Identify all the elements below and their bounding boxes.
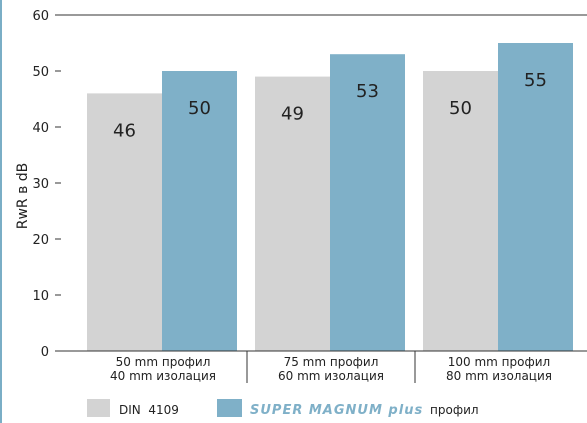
- y-tick-label: 10: [32, 289, 49, 304]
- category-label-line: 40 mm изолация: [110, 369, 216, 383]
- bar-din-1: [255, 76, 330, 351]
- category-label-line: 100 mm профил: [448, 355, 550, 369]
- bar-super-magnum-1: [330, 54, 405, 351]
- y-tick-label: 60: [32, 9, 49, 24]
- legend-brand-name: SUPER MAGNUM plus: [250, 403, 423, 418]
- left-edge-rule: [0, 0, 2, 423]
- legend: DIN 4109 SUPER MAGNUM plus профил: [87, 399, 479, 418]
- category-label-2: 100 mm профил 80 mm изолация: [446, 355, 552, 383]
- legend-swatch-din: [87, 399, 110, 417]
- y-tick-label: 40: [32, 121, 49, 136]
- data-label: 53: [356, 81, 379, 102]
- category-label-line: 50 mm профил: [116, 355, 211, 369]
- legend-swatch-super-magnum: [217, 399, 242, 417]
- category-label-1: 75 mm профил 60 mm изолация: [278, 355, 384, 383]
- bar-din-0: [87, 93, 162, 352]
- legend-label-din: DIN 4109: [119, 403, 179, 417]
- category-label-0: 50 mm профил 40 mm изолация: [110, 355, 216, 383]
- plot-area: 0 10 20 30 40 50 60 46 50 50 mm профил 40 mm изола…: [32, 9, 587, 383]
- y-tick-label: 0: [41, 345, 49, 360]
- legend-brand-suffix: профил: [430, 403, 479, 417]
- y-tick-label: 50: [32, 65, 49, 80]
- data-label: 55: [524, 70, 547, 91]
- category-label-line: 75 mm профил: [284, 355, 379, 369]
- data-label: 50: [449, 98, 472, 119]
- category-label-line: 80 mm изолация: [446, 369, 552, 383]
- bar-super-magnum-2: [498, 43, 573, 351]
- y-axis-title: RwR в dB: [15, 163, 31, 230]
- bar-din-2: [423, 71, 498, 351]
- legend-label-super-magnum: SUPER MAGNUM plus профил: [250, 403, 479, 418]
- y-tick-label: 30: [32, 177, 49, 192]
- bar-super-magnum-0: [162, 71, 237, 351]
- y-tick-label: 20: [32, 233, 49, 248]
- category-label-line: 60 mm изолация: [278, 369, 384, 383]
- data-label: 50: [188, 98, 211, 119]
- data-label: 49: [281, 104, 304, 125]
- data-label: 46: [113, 120, 136, 141]
